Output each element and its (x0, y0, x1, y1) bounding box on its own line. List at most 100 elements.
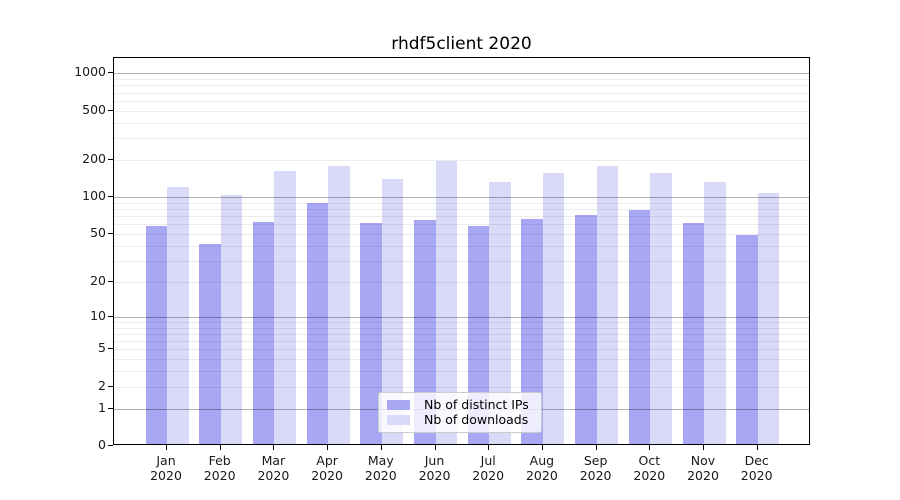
legend-label-distinct-ips: Nb of distinct IPs (424, 397, 529, 412)
chart-title: rhdf5client 2020 (391, 34, 532, 54)
distinct-ips-swatch-icon (387, 400, 410, 410)
bar-downloads-apr (328, 165, 350, 444)
y-tick-label: 5 (98, 340, 106, 356)
x-tick-label-aug: Aug 2020 (525, 453, 558, 483)
bar-distinct-ips-apr (306, 203, 329, 444)
x-tick-mark (649, 445, 651, 450)
minor-gridline (114, 281, 809, 283)
x-tick-mark (166, 445, 167, 450)
minor-gridline (114, 333, 809, 335)
minor-gridline (114, 92, 809, 94)
major-gridline (114, 73, 809, 75)
bar-distinct-ips-dec (736, 235, 758, 444)
bar-downloads-feb (220, 194, 243, 444)
minor-gridline (114, 327, 809, 329)
y-tick-mark (108, 280, 113, 282)
x-tick-label-apr: Apr 2020 (311, 453, 343, 483)
major-gridline (114, 316, 809, 318)
bar-downloads-mar (274, 171, 296, 444)
y-tick-label: 500 (82, 101, 106, 117)
bar-distinct-ips-jan (145, 225, 167, 444)
y-tick-mark (108, 109, 113, 111)
plot-area (113, 57, 810, 445)
x-tick-mark (756, 445, 758, 450)
x-tick-mark (380, 445, 382, 450)
minor-gridline (114, 85, 809, 87)
minor-gridline (114, 359, 809, 361)
y-tick-mark (108, 385, 113, 387)
legend-row-distinct-ips: Nb of distinct IPs (387, 398, 532, 412)
bar-distinct-ips-oct (628, 209, 651, 444)
x-tick-label-dec: Dec 2020 (740, 453, 773, 483)
grid-layer (114, 58, 809, 444)
x-tick-mark (488, 445, 490, 450)
x-tick-mark (703, 445, 704, 450)
x-tick-label-mar: Mar 2020 (257, 453, 290, 483)
x-tick-label-jun: Jun 2020 (418, 453, 451, 483)
bar-distinct-ips-nov (682, 223, 704, 444)
y-tick-mark (108, 196, 113, 198)
minor-gridline (114, 224, 809, 226)
legend: Nb of distinct IPs Nb of downloads (378, 392, 542, 433)
x-tick-label-sep: Sep 2020 (579, 453, 612, 483)
minor-gridline (114, 371, 809, 373)
x-tick-mark (541, 445, 543, 450)
y-tick-label: 100 (82, 188, 106, 204)
bars-layer (114, 58, 809, 444)
bar-distinct-ips-jun (414, 219, 436, 444)
x-tick-label-jul: Jul 2020 (472, 453, 505, 483)
minor-gridline (114, 233, 809, 235)
y-tick-label: 2 (98, 377, 106, 393)
y-tick-mark (108, 72, 113, 74)
bar-distinct-ips-aug (521, 218, 543, 444)
bar-downloads-sep (596, 165, 619, 444)
bar-downloads-oct (650, 173, 672, 444)
minor-gridline (114, 245, 809, 247)
y-tick-mark (108, 407, 113, 409)
x-tick-mark (434, 445, 436, 450)
y-tick-label: 10 (90, 307, 106, 323)
legend-row-downloads: Nb of downloads (387, 413, 532, 427)
bar-distinct-ips-sep (575, 214, 597, 444)
minor-gridline (114, 202, 809, 204)
bar-downloads-may (381, 179, 404, 444)
y-tick-mark (108, 232, 113, 234)
y-tick-label: 1000 (74, 64, 106, 80)
minor-gridline (114, 209, 809, 210)
x-tick-mark (219, 445, 221, 450)
major-gridline (114, 197, 809, 199)
bar-distinct-ips-jul (467, 225, 490, 444)
minor-gridline (114, 100, 809, 102)
minor-gridline (114, 122, 809, 124)
x-tick-label-may: May 2020 (364, 453, 397, 483)
y-tick-mark (108, 445, 113, 446)
minor-gridline (114, 79, 809, 80)
x-tick-label-jan: Jan 2020 (150, 453, 182, 483)
x-tick-label-feb: Feb 2020 (203, 453, 236, 483)
minor-gridline (114, 349, 809, 351)
x-tick-label-nov: Nov 2020 (687, 453, 719, 483)
y-tick-mark (108, 315, 113, 317)
x-tick-mark (595, 445, 597, 450)
minor-gridline (114, 386, 809, 388)
y-tick-label: 50 (90, 224, 106, 240)
x-tick-label-oct: Oct 2020 (633, 453, 666, 483)
minor-gridline (114, 260, 809, 262)
bar-distinct-ips-mar (252, 222, 275, 444)
y-tick-mark (108, 158, 113, 160)
bar-downloads-jun (435, 160, 457, 444)
y-tick-label: 200 (82, 150, 106, 166)
bar-downloads-dec (757, 192, 780, 444)
x-tick-mark (327, 445, 329, 450)
downloads-swatch-icon (387, 415, 410, 425)
bar-distinct-ips-feb (199, 243, 221, 444)
minor-gridline (114, 341, 809, 342)
minor-gridline (114, 138, 809, 140)
minor-gridline (114, 159, 809, 161)
minor-gridline (114, 216, 809, 218)
bar-downloads-jan (167, 187, 189, 444)
bar-downloads-nov (704, 182, 726, 444)
minor-gridline (114, 110, 809, 112)
legend-label-downloads: Nb of downloads (424, 412, 529, 427)
